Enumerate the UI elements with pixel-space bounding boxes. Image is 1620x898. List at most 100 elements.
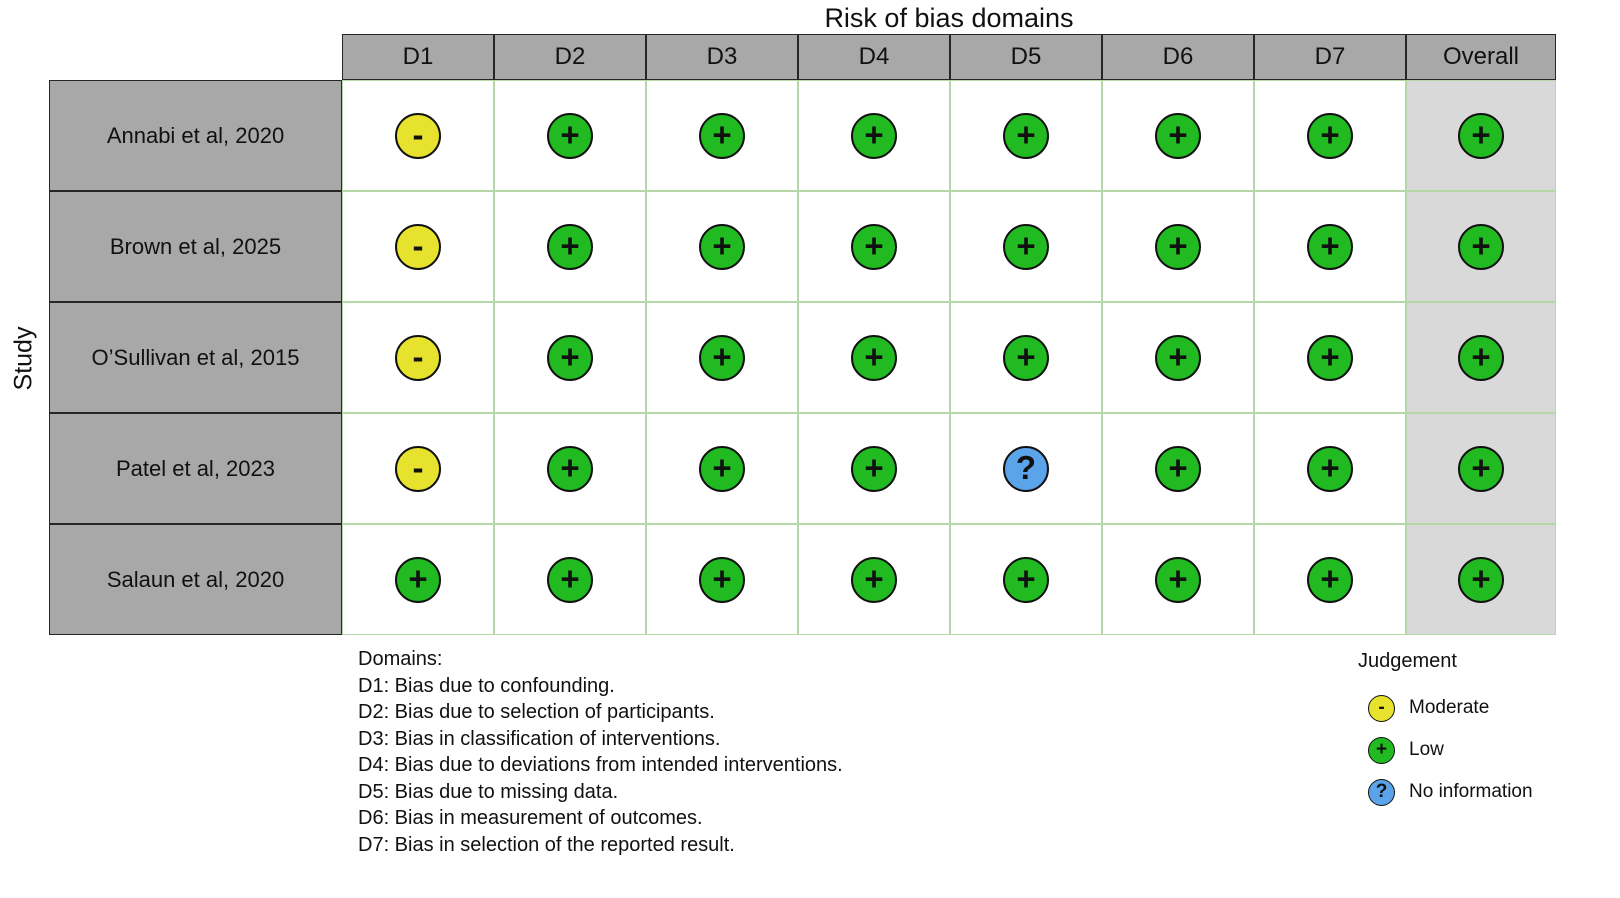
judgement-low-icon: +	[1155, 112, 1201, 159]
judgement-low-icon: +	[851, 445, 897, 492]
judgement-cell: +	[646, 302, 798, 413]
judgement-low-icon: +	[699, 334, 745, 381]
judgement-low-icon: +	[1003, 112, 1049, 159]
study-label: Salaun et al, 2020	[49, 524, 342, 635]
judgement-cell: +	[798, 80, 950, 191]
judgement-no_information-icon: ?	[1003, 445, 1049, 492]
judgement-low-icon: +	[851, 223, 897, 270]
judgement-low-icon: +	[1155, 334, 1201, 381]
judgement-cell: +	[494, 524, 646, 635]
judgement-cell: +	[1102, 413, 1254, 524]
judgement-cell: +	[646, 191, 798, 302]
footnote-line: D2: Bias due to selection of participant…	[358, 701, 715, 723]
judgement-cell: +	[798, 302, 950, 413]
judgement-low-icon: +	[395, 556, 441, 603]
legend-low-icon: +	[1368, 736, 1395, 764]
judgement-low-icon: +	[699, 223, 745, 270]
legend-title: Judgement	[1358, 650, 1457, 672]
judgement-cell: -	[342, 80, 494, 191]
legend-items: - Moderate + Low ? No information	[1358, 687, 1598, 813]
judgement-low-icon: +	[1307, 556, 1353, 603]
legend-moderate-icon: -	[1368, 694, 1395, 722]
legend-item-low: + Low	[1358, 729, 1598, 771]
study-label: Patel et al, 2023	[49, 413, 342, 524]
column-header-d6: D6	[1102, 34, 1254, 80]
judgement-cell: +	[646, 80, 798, 191]
domain-footnotes: Domains: D1: Bias due to confounding. D2:…	[358, 646, 843, 858]
judgement-low-icon: +	[1458, 334, 1504, 381]
judgement-low-icon: +	[547, 112, 593, 159]
legend-item-moderate: - Moderate	[1358, 687, 1598, 729]
judgement-cell: +	[1406, 191, 1556, 302]
column-header-overall: Overall	[1406, 34, 1556, 80]
judgement-moderate-icon: -	[395, 223, 441, 270]
judgement-low-icon: +	[1003, 223, 1049, 270]
legend-item-no_information: ? No information	[1358, 771, 1598, 813]
footnote-line: D3: Bias in classification of interventi…	[358, 727, 721, 750]
footnote-line: D4: Bias due to deviations from intended…	[358, 754, 843, 776]
judgement-low-icon: +	[699, 112, 745, 159]
column-header-d1: D1	[342, 34, 494, 80]
judgement-low-icon: +	[547, 334, 593, 381]
y-axis-label: Study	[9, 326, 38, 390]
column-header-d4: D4	[798, 34, 950, 80]
footnote-line: D1: Bias due to confounding.	[358, 674, 615, 697]
judgement-cell: +	[950, 191, 1102, 302]
judgement-low-icon: +	[547, 445, 593, 492]
column-header-d5: D5	[950, 34, 1102, 80]
judgement-cell: +	[1254, 80, 1406, 191]
judgement-cell: +	[798, 191, 950, 302]
column-header-d2: D2	[494, 34, 646, 80]
study-label: Brown et al, 2025	[49, 191, 342, 302]
judgement-cell: +	[494, 80, 646, 191]
judgement-cell: +	[1254, 191, 1406, 302]
judgement-low-icon: +	[1155, 223, 1201, 270]
footnote-line: D6: Bias in measurement of outcomes.	[358, 807, 703, 829]
judgement-low-icon: +	[1155, 556, 1201, 603]
judgement-cell: +	[1406, 80, 1556, 191]
judgement-low-icon: +	[699, 445, 745, 492]
judgement-cell: +	[342, 524, 494, 635]
judgement-low-icon: +	[699, 556, 745, 603]
judgement-cell: +	[1406, 413, 1556, 524]
judgement-low-icon: +	[1458, 223, 1504, 270]
judgement-cell: +	[950, 80, 1102, 191]
judgement-low-icon: +	[1003, 334, 1049, 381]
judgement-cell: +	[494, 191, 646, 302]
judgement-low-icon: +	[851, 556, 897, 603]
judgement-cell: -	[342, 413, 494, 524]
judgement-moderate-icon: -	[395, 112, 441, 159]
judgement-cell: +	[1102, 191, 1254, 302]
footnote-lines: D1: Bias due to confounding. D2: Bias due…	[358, 673, 843, 859]
judgement-cell: +	[1102, 302, 1254, 413]
legend-label-low: Low	[1409, 739, 1444, 760]
header-spacer	[49, 34, 342, 80]
column-header-d7: D7	[1254, 34, 1406, 80]
footnotes-heading: Domains:	[358, 648, 443, 670]
chart-title: Risk of bias domains	[824, 3, 1074, 33]
legend-label-moderate: Moderate	[1409, 697, 1490, 718]
judgement-low-icon: +	[1458, 112, 1504, 159]
y-axis-label-container: Study	[0, 80, 48, 636]
judgement-low-icon: +	[851, 112, 897, 159]
judgement-cell: +	[798, 524, 950, 635]
judgement-cell: +	[1254, 413, 1406, 524]
judgement-cell: +	[1102, 524, 1254, 635]
traffic-light-grid: D1 D2 D3 D4 D5 D6 D7 Overall Annabi et al, 2020 -…	[49, 34, 1556, 635]
judgement-cell: +	[1102, 80, 1254, 191]
judgement-low-icon: +	[1307, 445, 1353, 492]
footnote-line: D5: Bias due to missing data.	[358, 780, 619, 803]
judgement-cell: +	[1254, 302, 1406, 413]
judgement-low-icon: +	[547, 223, 593, 270]
judgement-low-icon: +	[1458, 445, 1504, 492]
judgement-low-icon: +	[851, 334, 897, 381]
judgement-cell: +	[950, 302, 1102, 413]
judgement-low-icon: +	[1458, 556, 1504, 603]
judgement-low-icon: +	[1307, 112, 1353, 159]
judgement-cell: ?	[950, 413, 1102, 524]
judgement-cell: +	[646, 413, 798, 524]
judgement-moderate-icon: -	[395, 445, 441, 492]
judgement-cell: +	[1254, 524, 1406, 635]
legend: Judgement - Moderate + Low ? No information	[1358, 650, 1598, 813]
